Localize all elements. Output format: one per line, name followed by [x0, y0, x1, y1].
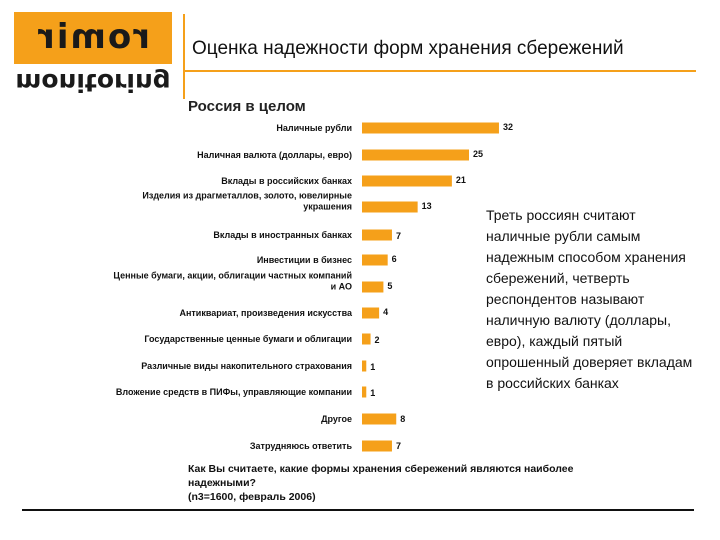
romir-logo: romir	[14, 12, 172, 64]
bar-4	[362, 229, 392, 241]
value-label-11: 8	[400, 414, 405, 424]
category-label-12: Затрудняюсь ответить	[250, 441, 353, 451]
category-label-10: Вложение средств в ПИФы, управляющие ком…	[116, 387, 352, 397]
chart-annotation: Треть россиян считают наличные рубли сам…	[486, 207, 693, 391]
bar-11	[362, 413, 397, 425]
value-label-0: 32	[503, 122, 513, 132]
survey-question: Как Вы считаете, какие формы хранения сб…	[188, 462, 668, 504]
bar-2	[362, 175, 452, 187]
bar-3	[362, 201, 418, 213]
value-label-3: 13	[422, 201, 432, 211]
bar-8	[362, 333, 371, 345]
value-label-9: 1	[370, 362, 375, 372]
bar-1	[362, 149, 469, 161]
value-label-10: 1	[370, 388, 375, 398]
value-label-6: 5	[387, 281, 392, 291]
value-label-1: 25	[473, 149, 483, 159]
category-label-2: Вклады в российских банках	[221, 176, 352, 186]
bottom-divider	[22, 509, 694, 511]
survey-sample-note: (n3=1600, февраль 2006)	[188, 491, 316, 503]
value-label-5: 6	[392, 254, 397, 264]
header-horizontal-divider	[184, 70, 696, 72]
bar-6	[362, 281, 384, 293]
value-label-4: 7	[396, 231, 401, 241]
category-label-4: Вклады в иностранных банках	[213, 230, 352, 240]
value-label-7: 4	[383, 307, 388, 317]
category-label-9: Различные виды накопительного страховани…	[141, 361, 352, 371]
page-title: Оценка надежности форм хранения сбережен…	[192, 38, 624, 59]
survey-question-line-1: Как Вы считаете, какие формы хранения сб…	[188, 463, 574, 475]
category-label-0: Наличные рубли	[276, 123, 352, 133]
category-label-8: Государственные ценные бумаги и облигаци…	[144, 334, 352, 344]
category-label-11: Другое	[321, 414, 352, 424]
value-label-2: 21	[456, 175, 466, 185]
chart-subtitle: Россия в целом	[188, 98, 306, 115]
category-label-6-line-0: Ценные бумаги, акции, облигации частных …	[113, 271, 352, 281]
category-label-3-line-1: украшения	[303, 202, 352, 212]
category-label-3-line-0: Изделия из драгметаллов, золото, ювелирн…	[142, 191, 352, 201]
category-label-5: Инвестиции в бизнес	[257, 255, 352, 265]
bar-0	[362, 122, 499, 134]
bar-7	[362, 307, 380, 319]
bar-12	[362, 440, 392, 452]
category-label-1: Наличная валюта (доллары, евро)	[197, 150, 352, 160]
value-label-8: 2	[375, 335, 380, 345]
survey-question-line-2: надежными?	[188, 477, 256, 489]
category-label-7: Антиквариат, произведения искусства	[179, 308, 353, 318]
bar-10	[362, 386, 367, 398]
category-label-6-line-1: и АО	[331, 282, 352, 292]
bar-5	[362, 254, 388, 266]
header-vertical-divider	[183, 14, 185, 99]
value-label-12: 7	[396, 441, 401, 451]
bar-9	[362, 360, 367, 372]
